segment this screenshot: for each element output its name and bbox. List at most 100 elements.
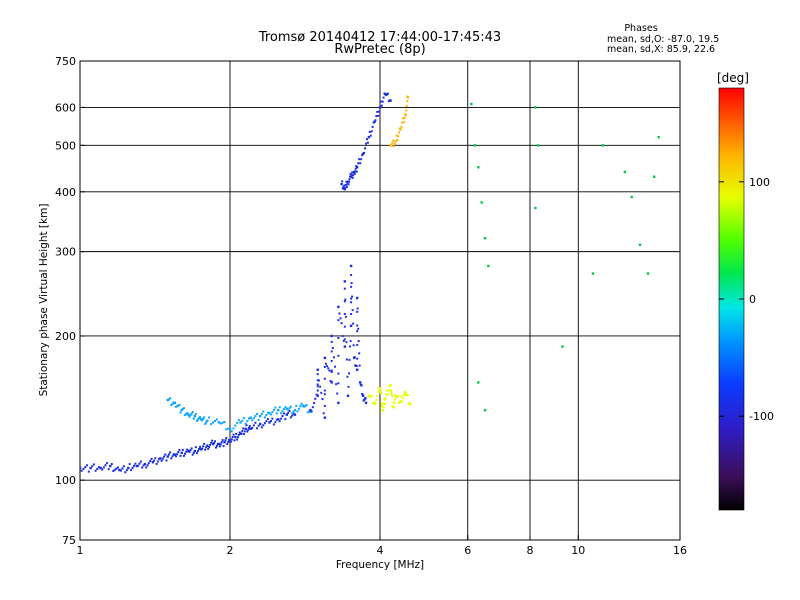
- echo-point: [174, 455, 177, 458]
- echo-point: [222, 445, 225, 448]
- echo-point: [351, 171, 354, 174]
- echo-point: [534, 106, 537, 109]
- echo-point: [390, 391, 393, 394]
- echo-point: [340, 322, 343, 325]
- echo-point: [121, 467, 124, 470]
- echo-point: [169, 451, 172, 454]
- echo-point: [257, 419, 260, 422]
- grid-lines: [80, 61, 680, 540]
- echo-point: [331, 347, 334, 350]
- echo-point: [375, 399, 378, 402]
- echo-point: [377, 390, 380, 393]
- echo-point: [205, 419, 209, 423]
- echo-point: [177, 404, 180, 407]
- echo-point: [385, 393, 388, 396]
- echo-point: [195, 419, 198, 422]
- echo-point: [287, 411, 290, 414]
- echo-point: [215, 446, 218, 449]
- echo-point: [285, 413, 288, 416]
- echo-point: [150, 457, 153, 460]
- echo-point: [145, 466, 148, 469]
- echo-point: [272, 408, 275, 411]
- echo-point: [376, 394, 379, 397]
- echo-point: [139, 460, 142, 463]
- echo-point: [107, 468, 110, 471]
- echo-point: [159, 457, 162, 460]
- echo-point: [403, 116, 406, 119]
- echo-point: [262, 424, 265, 427]
- echo-point: [265, 420, 268, 423]
- echo-point: [198, 447, 201, 450]
- echo-point: [204, 448, 207, 451]
- echo-point: [220, 441, 223, 444]
- echo-point: [199, 445, 202, 448]
- echo-point: [343, 187, 347, 191]
- echo-point: [191, 411, 194, 414]
- echo-point: [99, 466, 102, 470]
- echo-point: [291, 414, 294, 417]
- echo-point: [305, 404, 308, 407]
- echo-point: [259, 422, 262, 426]
- echo-point: [337, 319, 340, 322]
- echo-point: [316, 373, 319, 376]
- echo-point: [371, 125, 374, 128]
- echo-point: [202, 417, 205, 420]
- echo-point: [386, 393, 389, 396]
- chart-title: Tromsø 20140412 17:44:00-17:45:43: [258, 30, 501, 45]
- echo-point: [361, 394, 365, 398]
- echo-point: [319, 385, 322, 388]
- echo-point: [381, 100, 384, 103]
- echo-point: [646, 272, 650, 275]
- echo-point: [202, 445, 205, 448]
- echo-point: [314, 397, 317, 400]
- echo-point: [232, 433, 235, 436]
- echo-point: [171, 402, 174, 405]
- echo-point: [376, 110, 379, 113]
- echo-point: [297, 407, 300, 410]
- echo-point: [230, 438, 233, 441]
- echo-point: [374, 119, 377, 122]
- echo-point: [237, 418, 240, 421]
- echo-point: [343, 338, 346, 341]
- echo-point: [360, 158, 363, 161]
- echo-point: [342, 339, 345, 342]
- echo-point: [203, 416, 206, 419]
- phases-title: Phases: [624, 23, 657, 34]
- echo-point: [215, 444, 218, 447]
- echo-point: [268, 421, 271, 424]
- echo-point: [304, 404, 307, 407]
- echo-point: [141, 466, 144, 469]
- echo-point: [330, 334, 333, 338]
- echo-point: [213, 419, 216, 422]
- echo-point: [350, 282, 353, 285]
- echo-point: [215, 418, 218, 421]
- echo-point: [251, 426, 254, 429]
- echo-point: [350, 274, 353, 277]
- echo-point: [397, 135, 400, 138]
- echo-point: [241, 430, 244, 433]
- echo-point: [483, 408, 487, 412]
- echo-point: [378, 387, 382, 391]
- echo-point: [379, 392, 382, 395]
- echo-point: [561, 345, 564, 348]
- echo-point: [260, 412, 263, 415]
- echo-point: [277, 418, 280, 421]
- echo-point: [397, 131, 400, 134]
- echo-point: [80, 466, 82, 470]
- echo-point: [221, 439, 224, 442]
- echo-point: [323, 365, 326, 368]
- echo-point: [274, 421, 277, 424]
- echo-point: [400, 125, 403, 128]
- echo-point: [87, 470, 90, 473]
- echo-point: [185, 413, 188, 416]
- echo-point: [368, 130, 371, 133]
- phases-x-stats: mean, sd,X: 85.9, 22.6: [607, 44, 715, 55]
- x-tick-label: 4: [377, 544, 384, 557]
- echo-point: [350, 301, 353, 304]
- echo-point: [281, 415, 284, 418]
- echo-point: [193, 449, 197, 453]
- echo-point: [355, 364, 358, 367]
- echo-point: [536, 144, 540, 147]
- echo-point: [311, 406, 314, 409]
- echo-point: [187, 449, 190, 453]
